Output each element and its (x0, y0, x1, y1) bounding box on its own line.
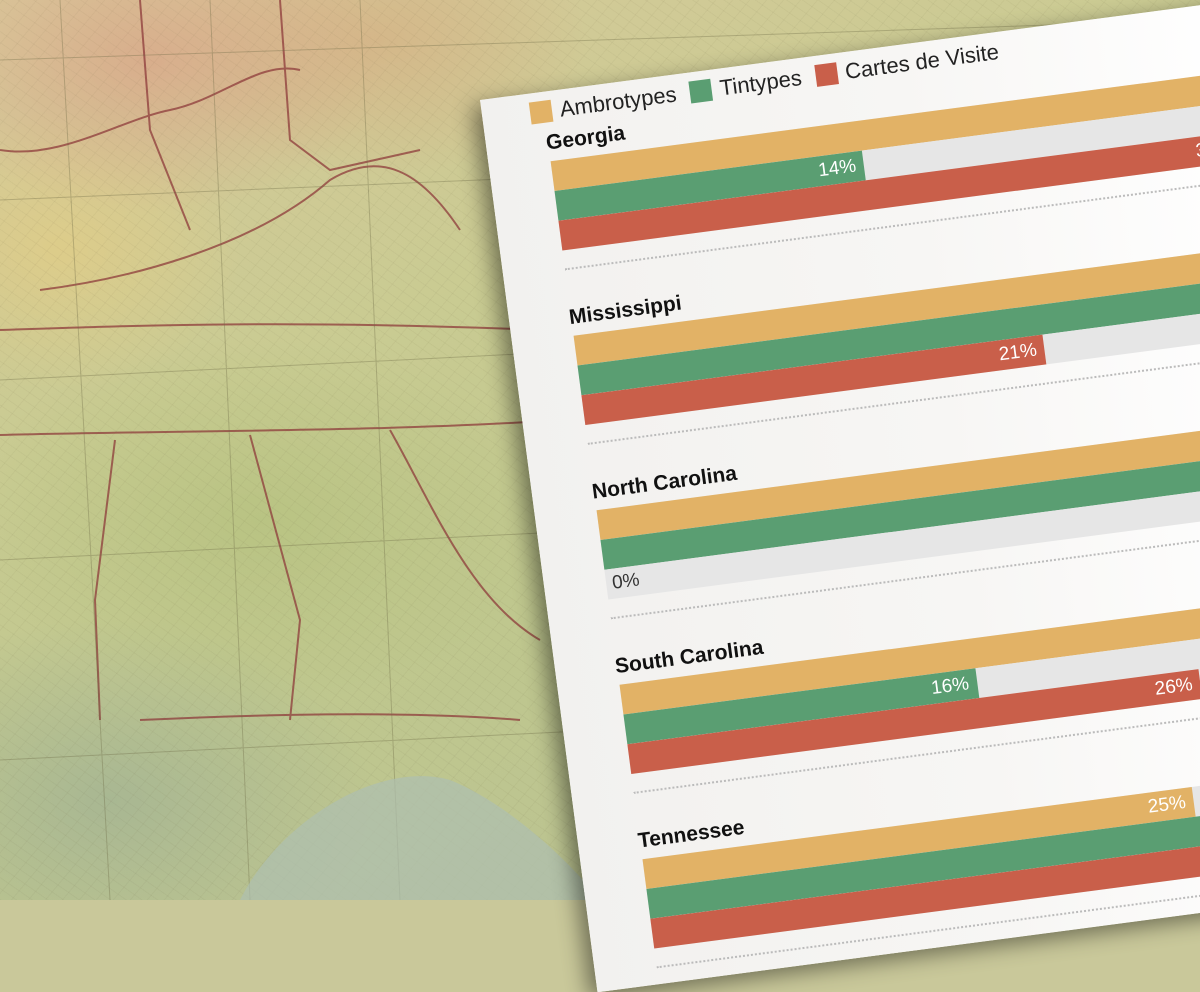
value-label-mississippi-cartes-de-visite: 21% (997, 339, 1039, 366)
value-label-south-carolina-cartes-de-visite: 26% (1153, 674, 1194, 700)
legend-swatch-cartes (814, 62, 839, 87)
legend-item-tintypes: Tintypes (688, 64, 804, 105)
chart-sheet: Ambrotypes Tintypes Cartes de Visite Geo… (480, 0, 1200, 992)
legend-swatch-tintypes (688, 78, 714, 104)
legend-swatch-ambrotypes (528, 99, 554, 125)
legend-label-ambrotypes: Ambrotypes (558, 81, 678, 122)
legend-label-tintypes: Tintypes (718, 64, 804, 101)
value-label-north-carolina-cartes-de-visite: 0% (610, 569, 641, 594)
